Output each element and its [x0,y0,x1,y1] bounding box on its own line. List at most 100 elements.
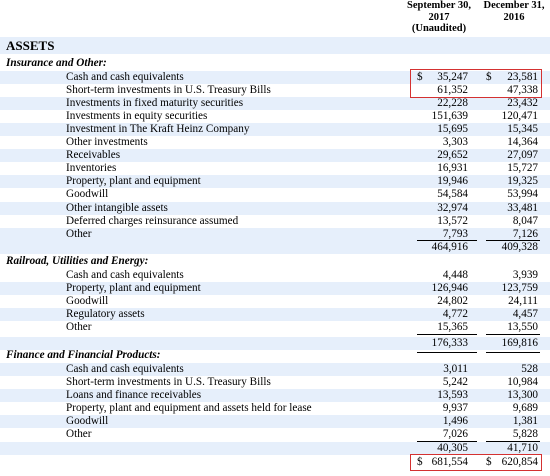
row-label: Cash and cash equivalents [66,362,184,375]
value-sep-2017: 16,931 [437,162,468,175]
value-sep-2017: 24,802 [437,294,468,307]
railroad-section-title: Railroad, Utilities and Energy: [6,255,149,267]
value-dec-2016: 14,364 [507,136,538,148]
column-header-dec-2016: December 31, 2016 [479,0,549,34]
subtotal-underline [417,333,477,335]
row-label: Investments in equity securities [66,109,208,122]
value-dec-2016: 47,338 [507,83,538,96]
row-label: Property, plant and equipment [66,281,201,294]
value-dec-2016: 3,939 [512,268,538,281]
row-label: Investment in The Kraft Heinz Company [66,122,250,135]
value-sep-2017: 7,793 [442,227,468,240]
value-sep-2017: 32,974 [437,201,468,214]
table-row: Deferred charges reinsurance assumed 13,5… [0,215,550,228]
grand-total-row: $ $681,554 620,854 [0,456,550,469]
table-row: Investments in equity securities 151,639 1… [0,110,550,123]
row-label: Cash and cash equivalents [66,268,184,281]
insurance-section-title: Insurance and Other: [6,57,107,69]
total-underline [417,351,477,353]
table-row: Cash and cash equivalents 3,011 528 [0,362,550,376]
value-sep-2017: 464,916 [431,241,468,254]
value-sep-2017: 176,333 [431,337,468,349]
value-dec-2016: 169,816 [501,337,538,349]
finance-section-title: Finance and Financial Products: [6,349,161,361]
table-row: Goodwill 54,584 53,994 [0,188,550,201]
assets-title: ASSETS [6,38,55,53]
value-dec-2016: 10,984 [507,375,538,388]
row-label: Other investments [66,136,148,148]
row-label: Property, plant and equipment and assets… [66,401,312,414]
finance-subtotal-row: 40,305 41,710 [0,441,550,455]
value-sep-2017: 15,695 [437,122,468,135]
value-dec-2016: 4,457 [512,307,538,320]
table-row: Other 7,026 5,828 [0,428,550,441]
value-sep-2017: 22,228 [437,96,468,109]
table-row: Short-term investments in U.S. Treasury … [0,84,550,97]
value-sep-2017: 126,946 [431,281,468,294]
value-dec-2016: 409,328 [501,241,538,254]
value-sep-2017: 13,593 [437,388,468,401]
col2-line2: 2016 [503,11,525,23]
table-row: Inventories 16,931 15,727 [0,162,550,175]
col1-line3: (Unaudited) [411,23,467,34]
value-sep-2017: 3,303 [442,136,468,148]
value-dec-2016: 528 [521,362,538,375]
row-label: Cash and cash equivalents [66,70,184,83]
col1-line1: September 30, [407,0,471,11]
insurance-total-row: 464,916 409,328 [0,241,550,255]
col2-line1: December 31, [483,0,545,11]
row-label: Goodwill [66,188,109,201]
value-dec-2016: 23,581 [507,70,538,83]
row-label: Other intangible assets [66,201,168,214]
value-dec-2016: 15,345 [507,122,538,135]
column-header-sep-2017: September 30, 2017 (Unaudited) [400,0,478,34]
table-row: Investment in The Kraft Heinz Company 15,… [0,122,550,136]
value-dec-2016: 5,828 [512,428,538,440]
table-row: Other intangible assets 32,974 33,481 [0,201,550,215]
value-dec-2016: 15,727 [507,162,538,175]
table-row: Other 7,793 7,126 [0,227,550,241]
value-dec-2016: 23,432 [507,96,538,109]
total-underline [486,351,540,353]
value-dec-2016: 8,047 [512,214,538,227]
value-dec-2016: 9,689 [512,401,538,414]
table-row: Property, plant and equipment 19,946 19,32… [0,175,550,189]
row-label: Receivables [66,149,121,162]
value-sep-2017: 61,352 [437,83,468,96]
assets-title-row: ASSETS [0,37,550,54]
table-row: Cash and cash equivalents $ $35,247 23,581 [0,70,550,84]
value-sep-2017: 40,305 [437,441,468,454]
row-label: Goodwill [66,414,109,427]
value-sep-2017: 54,584 [437,188,468,201]
value-sep-2017: 35,247 [437,70,468,83]
table-row: Property, plant and equipment 126,946 123,… [0,281,550,295]
table-row: Cash and cash equivalents 4,448 3,939 [0,269,550,282]
value-sep-2017: 5,242 [442,375,468,388]
value-dec-2016: 19,325 [507,175,538,188]
value-dec-2016: 24,111 [508,294,538,307]
row-label: Short-term investments in U.S. Treasury … [66,83,271,96]
value-dec-2016: 123,759 [501,281,538,294]
table-row: Loans and finance receivables 13,593 13,30… [0,388,550,402]
value-sep-2017: 29,652 [437,149,468,162]
row-label: Other [66,428,92,440]
table-row: Investments in fixed maturity securities… [0,96,550,110]
table-row: Goodwill 24,802 24,111 [0,295,550,308]
row-label: Deferred charges reinsurance assumed [66,214,239,227]
subtotal-underline [417,240,477,242]
table-row: Short-term investments in U.S. Treasury … [0,376,550,389]
value-dec-2016: 13,300 [507,388,538,401]
row-label: Regulatory assets [66,307,145,320]
value-dec-2016: 41,710 [507,441,538,454]
currency-symbol: $ [417,70,423,83]
row-label: Loans and finance receivables [66,388,202,401]
value-sep-2017: 681,554 [431,456,468,469]
table-row: Other investments 3,303 14,364 [0,136,550,149]
currency-symbol: $ [417,456,423,469]
value-sep-2017: 9,937 [442,401,468,414]
value-sep-2017: 7,026 [442,428,468,440]
table-row: Receivables 29,652 27,097 [0,149,550,163]
value-dec-2016: 7,126 [512,227,538,240]
subtotal-underline [486,333,540,335]
subtotal-underline [486,240,540,242]
